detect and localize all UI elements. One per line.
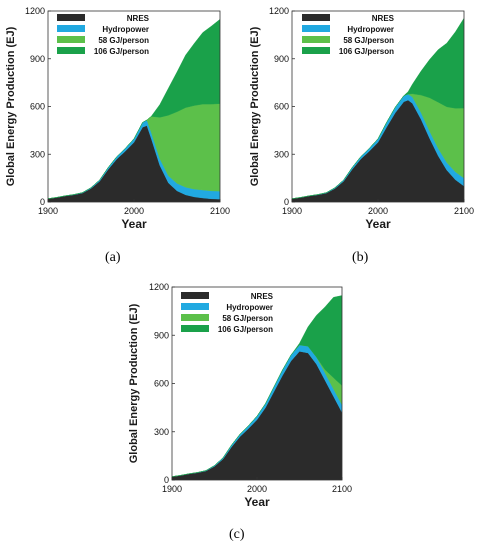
x-tick-label: 2100	[454, 206, 474, 216]
chart-panel-b: 0 300 600 900 1200 1900 2000 2100 Year Global Ene…	[249, 6, 474, 231]
legend-label-106-gj-person: 106 GJ/person	[218, 325, 273, 334]
panel-label-a: (a)	[105, 250, 121, 265]
y-tick-label: 900	[30, 54, 45, 64]
legend-label-106-gj-person: 106 GJ/person	[94, 47, 149, 56]
legend-swatch-hydropower	[57, 25, 85, 32]
y-tick-label: 1200	[25, 6, 45, 16]
panel-label-b: (b)	[352, 250, 369, 265]
y-tick-label: 900	[154, 330, 169, 340]
x-tick-label: 2000	[368, 206, 388, 216]
x-axis-label: Year	[121, 217, 147, 231]
x-tick-label: 2100	[210, 206, 230, 216]
legend-label-nres: NRES	[127, 14, 150, 23]
y-tick-label: 1200	[149, 282, 169, 292]
x-tick-label: 2000	[247, 484, 267, 494]
legend: NRES Hydropower 58 GJ/person 106 GJ/person	[181, 292, 274, 334]
x-tick-label: 2000	[124, 206, 144, 216]
y-tick-label: 600	[154, 379, 169, 389]
legend-swatch-nres	[302, 14, 330, 21]
legend-swatch-58-gj-person	[181, 314, 209, 321]
x-tick-label: 1900	[162, 484, 182, 494]
legend-swatch-nres	[57, 14, 85, 21]
y-tick-label: 0	[284, 197, 289, 207]
legend: NRES Hydropower 58 GJ/person 106 GJ/person	[57, 14, 150, 56]
legend-label-nres: NRES	[251, 292, 274, 301]
x-axis-label: Year	[244, 495, 270, 509]
areas-group	[172, 295, 342, 480]
legend-label-58-gj-person: 58 GJ/person	[98, 36, 149, 45]
y-tick-label: 0	[40, 197, 45, 207]
legend-swatch-106-gj-person	[181, 325, 209, 332]
legend-label-nres: NRES	[372, 14, 395, 23]
y-tick-label: 300	[274, 149, 289, 159]
legend-label-58-gj-person: 58 GJ/person	[222, 314, 273, 323]
legend-swatch-hydropower	[181, 303, 209, 310]
y-axis-label: Global Energy Production (EJ)	[128, 303, 140, 463]
legend-swatch-106-gj-person	[302, 47, 330, 54]
legend-label-hydropower: Hydropower	[226, 303, 273, 312]
area-106-gj-person	[172, 295, 342, 477]
legend-swatch-nres	[181, 292, 209, 299]
x-tick-label: 2100	[332, 484, 352, 494]
y-tick-label: 900	[274, 54, 289, 64]
y-tick-label: 1200	[269, 6, 289, 16]
y-tick-label: 600	[30, 102, 45, 112]
y-tick-label: 0	[164, 475, 169, 485]
legend: NRES Hydropower 58 GJ/person 106 GJ/person	[302, 14, 395, 56]
legend-label-106-gj-person: 106 GJ/person	[339, 47, 394, 56]
y-tick-label: 300	[30, 149, 45, 159]
y-tick-label: 600	[274, 102, 289, 112]
area-106-gj-person	[292, 17, 464, 199]
legend-label-58-gj-person: 58 GJ/person	[343, 36, 394, 45]
y-axis-label: Global Energy Production (EJ)	[5, 26, 17, 186]
x-axis-label: Year	[365, 217, 391, 231]
area-106-gj-person	[48, 19, 220, 199]
panel-label-c: (c)	[229, 527, 245, 542]
x-tick-label: 1900	[282, 206, 302, 216]
legend-label-hydropower: Hydropower	[347, 25, 394, 34]
areas-group	[292, 17, 464, 202]
legend-swatch-58-gj-person	[57, 36, 85, 43]
y-tick-label: 300	[154, 427, 169, 437]
chart-panel-a: 0 300 600 900 1200 1900 2000 2100 Year Global Ene…	[5, 6, 230, 231]
legend-label-hydropower: Hydropower	[102, 25, 149, 34]
y-axis-label: Global Energy Production (EJ)	[249, 26, 261, 186]
x-tick-label: 1900	[38, 206, 58, 216]
legend-swatch-106-gj-person	[57, 47, 85, 54]
legend-swatch-58-gj-person	[302, 36, 330, 43]
legend-swatch-hydropower	[302, 25, 330, 32]
areas-group	[48, 19, 220, 202]
chart-panel-c: 0 300 600 900 1200 1900 2000 2100 Year Global Ene…	[128, 282, 352, 509]
